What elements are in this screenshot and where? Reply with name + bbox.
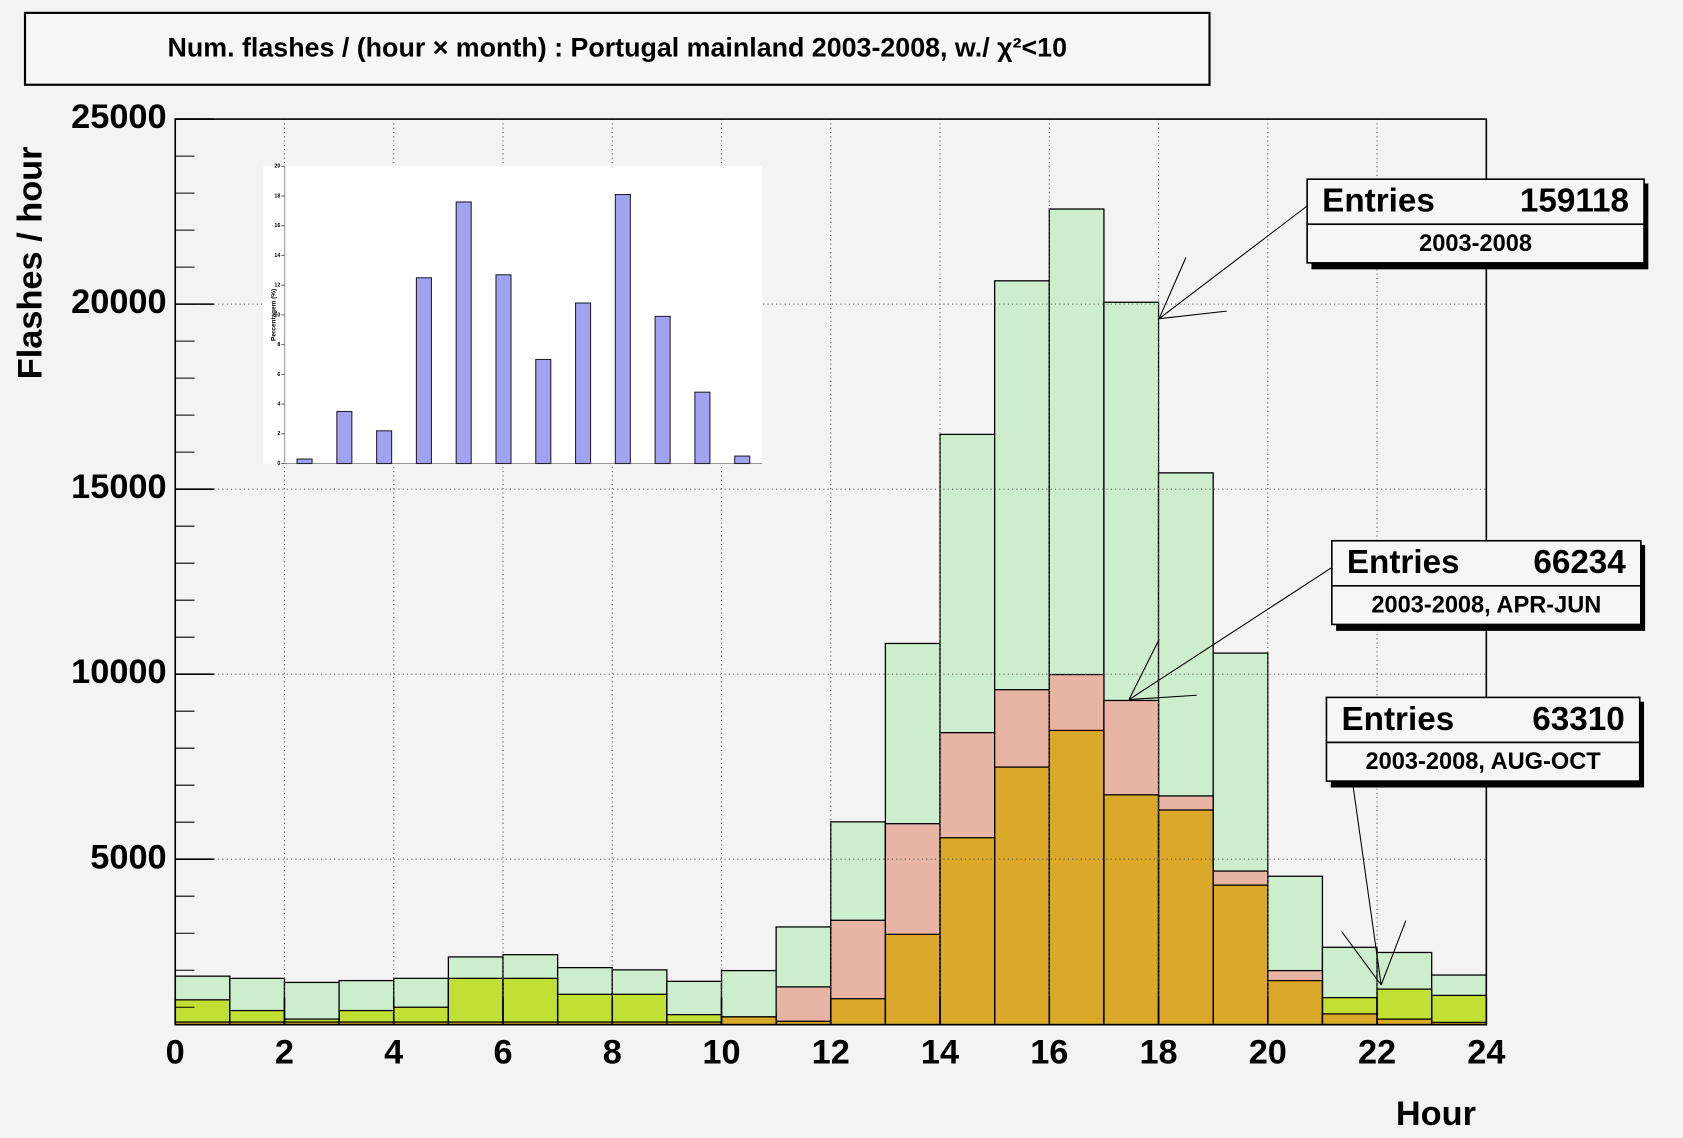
inset-y-tick-label: 20 [274, 164, 280, 170]
histogram-bin [775, 986, 832, 1026]
stats-value: 66234 [1533, 544, 1626, 581]
stats-pointer [1352, 787, 1382, 986]
arrow-head [1129, 694, 1197, 701]
inset-y-tick-label: 0 [277, 461, 280, 467]
histogram-bin [1212, 884, 1269, 1026]
inset-y-label: Percentagem (%) [271, 289, 278, 341]
y-tick-label: 25000 [71, 98, 166, 136]
x-tick-label: 6 [493, 1034, 512, 1072]
inset-y-tick-label: 4 [277, 401, 280, 407]
inset-bar [415, 277, 432, 465]
inset-bar [376, 430, 393, 465]
inset-bar [614, 193, 631, 465]
x-axis-label: Hour [1396, 1095, 1476, 1133]
inset-y-tick-label: 18 [274, 193, 280, 199]
title-box [23, 11, 1211, 86]
inset-y-tick-label: 2 [277, 431, 280, 437]
stats-box [1325, 741, 1641, 782]
histogram-bin [939, 837, 996, 1026]
histogram-bin [1376, 988, 1433, 1026]
stats-label: Entries [1341, 701, 1454, 738]
stats-box [1331, 585, 1642, 626]
histogram-bin [393, 1006, 450, 1026]
histograms [174, 208, 1487, 1026]
inset-bar [734, 455, 751, 465]
x-tick-label: 0 [166, 1034, 185, 1072]
histogram-bin [447, 977, 504, 1026]
inset-y-tick-label: 10 [274, 312, 280, 318]
histogram-bin [611, 993, 668, 1026]
arrow-head [1128, 639, 1160, 700]
stats-box [1306, 223, 1645, 264]
stats-subtitle: 2003-2008, AUG-OCT [1366, 749, 1602, 775]
histogram-bin [1103, 794, 1160, 1026]
x-tick-label: 20 [1249, 1034, 1287, 1072]
chart-title: Num. flashes / (hour × month) : Portugal… [168, 32, 1067, 62]
y-tick-label: 5000 [90, 838, 166, 876]
stats-subtitle: 2003-2008, APR-JUN [1371, 592, 1601, 618]
x-tick-label: 10 [702, 1034, 740, 1072]
inset-y-tick-label: 14 [274, 253, 280, 259]
x-tick-label: 18 [1139, 1034, 1177, 1072]
x-tick-label: 14 [921, 1034, 959, 1072]
arrow-head [1380, 920, 1407, 986]
inset-bar [575, 302, 592, 465]
histogram-bin [666, 1013, 723, 1026]
x-tick-label: 4 [384, 1034, 403, 1072]
arrow-head [1341, 930, 1382, 986]
inset-bar [535, 358, 552, 465]
stats-value: 63310 [1532, 701, 1624, 738]
stats-subtitle: 2003-2008 [1419, 231, 1532, 257]
histogram-bin [1321, 996, 1378, 1026]
x-tick-label: 8 [603, 1034, 622, 1072]
histogram-bin [994, 766, 1050, 1026]
inset-bar [495, 274, 512, 465]
histogram-bin [283, 981, 340, 1026]
y-tick-label: 10000 [71, 653, 166, 691]
inset-bar [296, 458, 313, 465]
stats-pointer [1158, 205, 1308, 320]
y-axis-label: Flashes / hour [12, 146, 50, 379]
histogram-bin [1048, 729, 1105, 1026]
stats-box [1325, 696, 1641, 744]
histogram-bin [720, 969, 777, 1026]
stats-label: Entries [1347, 544, 1460, 581]
stats-label: Entries [1322, 183, 1435, 220]
y-tick-label: 20000 [71, 283, 166, 321]
histogram-bin [1157, 809, 1214, 1026]
histogram-bin [338, 1009, 395, 1026]
inset-y-tick-label: 6 [277, 372, 280, 378]
inset-y-tick-label: 8 [277, 342, 280, 348]
x-tick-label: 22 [1358, 1034, 1396, 1072]
x-tick-label: 16 [1030, 1034, 1068, 1072]
arrow-head [1159, 310, 1227, 320]
inset-y-tick-label: 16 [274, 223, 280, 229]
histogram-bin [1431, 994, 1487, 1026]
x-tick-label: 12 [812, 1034, 850, 1072]
stats-box [1306, 178, 1645, 226]
histogram-bin [283, 1018, 340, 1026]
x-tick-label: 24 [1467, 1034, 1505, 1072]
stats-pointer [1128, 567, 1333, 700]
arrow-head [1158, 257, 1187, 319]
inset-bar [455, 201, 472, 465]
inset-bar [654, 315, 671, 465]
histogram-bin [174, 999, 231, 1026]
histogram-bin [830, 998, 887, 1026]
x-tick-label: 2 [275, 1034, 294, 1072]
inset-bar [694, 391, 711, 465]
histogram-bin [884, 933, 941, 1026]
histogram-bin [1267, 979, 1324, 1026]
histogram-bin [502, 977, 559, 1026]
inset-bar [336, 410, 353, 465]
histogram-bin [720, 1016, 777, 1026]
histogram-bin [556, 993, 613, 1026]
inset-y-tick-label: 12 [274, 283, 280, 289]
stats-box [1331, 539, 1642, 587]
histogram-bin [229, 1009, 286, 1026]
stats-value: 159118 [1520, 183, 1629, 220]
y-tick-label: 15000 [71, 468, 166, 506]
